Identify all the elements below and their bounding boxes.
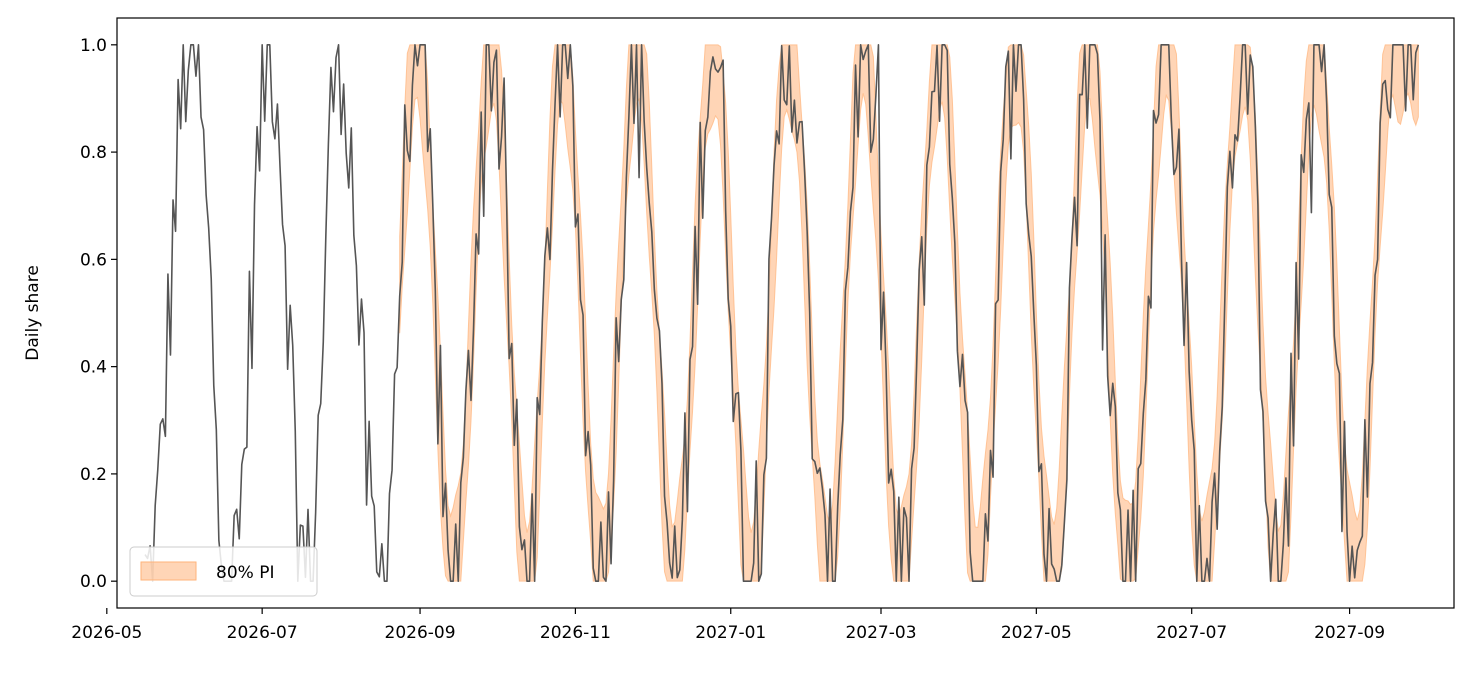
- x-tick-label: 2026-05: [71, 623, 142, 643]
- x-tick-label: 2027-07: [1156, 623, 1227, 643]
- y-tick-label: 0.0: [80, 572, 107, 592]
- y-tick-label: 0.8: [80, 143, 107, 163]
- x-tick-label: 2026-11: [540, 623, 611, 643]
- prediction-interval-layer: [399, 44, 1419, 582]
- plot-area-frame: [116, 17, 1455, 609]
- y-tick-label: 1.0: [80, 36, 107, 56]
- y-tick-label: 0.6: [80, 250, 107, 270]
- x-tick-label: 2026-07: [227, 623, 298, 643]
- legend: 80% PI: [129, 546, 318, 597]
- y-tick-label: 0.4: [80, 358, 107, 378]
- x-axis: 2026-05 2026-07 2026-09 2026-11 2027-01 2027-…: [71, 608, 1385, 643]
- series-line-layer: [144, 44, 1420, 582]
- x-tick-label: 2027-09: [1314, 623, 1385, 643]
- x-tick-label: 2026-09: [385, 623, 456, 643]
- prediction-interval-band: [399, 44, 1419, 582]
- y-tick-label: 0.2: [80, 465, 107, 485]
- legend-label-80-pi: 80% PI: [216, 563, 274, 583]
- x-tick-label: 2027-03: [845, 623, 916, 643]
- y-axis: 0.0 0.2 0.4 0.6 0.8 1.0: [80, 36, 117, 592]
- legend-box: [129, 546, 318, 597]
- x-tick-label: 2027-05: [1001, 623, 1072, 643]
- legend-swatch-80-pi: [140, 561, 197, 581]
- x-tick-label: 2027-01: [695, 623, 766, 643]
- daily-share-line: [144, 44, 1420, 582]
- y-axis-label: Daily share: [23, 265, 43, 361]
